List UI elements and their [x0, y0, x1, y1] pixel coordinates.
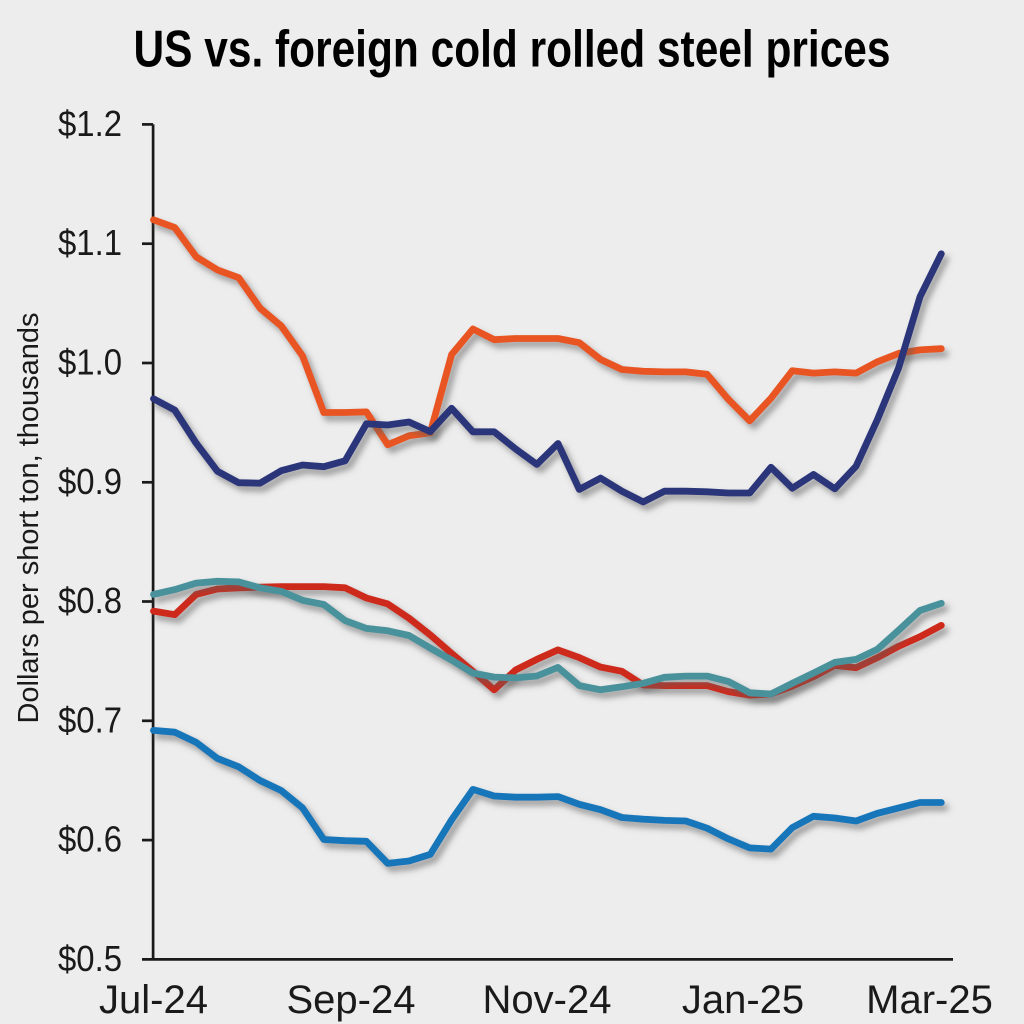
svg-text:$0.5: $0.5: [58, 938, 122, 979]
svg-text:Jul-24: Jul-24: [99, 978, 208, 1022]
svg-text:$1.2: $1.2: [58, 103, 122, 144]
svg-text:Nov-24: Nov-24: [483, 978, 612, 1022]
svg-text:Sep-24: Sep-24: [287, 978, 416, 1022]
svg-text:$1.0: $1.0: [58, 342, 122, 383]
svg-text:$0.7: $0.7: [58, 699, 122, 740]
svg-text:Mar-25: Mar-25: [866, 978, 993, 1022]
svg-text:Jan-25: Jan-25: [682, 978, 804, 1022]
svg-text:$0.6: $0.6: [58, 819, 122, 860]
svg-text:US vs. foreign cold rolled ste: US vs. foreign cold rolled steel prices: [134, 21, 891, 79]
svg-text:Dollars per short ton, thousan: Dollars per short ton, thousands: [13, 312, 45, 723]
svg-text:$0.9: $0.9: [58, 461, 122, 502]
svg-text:$0.8: $0.8: [58, 580, 122, 621]
svg-text:$1.1: $1.1: [58, 222, 122, 263]
